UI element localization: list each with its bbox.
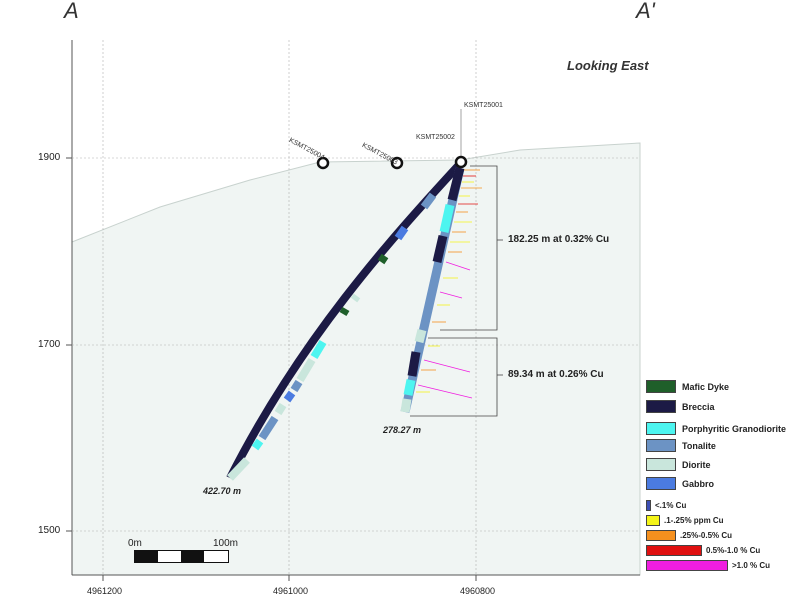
grade-swatch [646,560,728,571]
drill-trace-ksmt25004 [226,163,461,481]
grade-label: <.1% Cu [655,501,687,510]
view-direction-label: Looking East [567,58,649,73]
legend-label: Breccia [682,401,715,412]
legend-item-porphyritic-granodiorite: Porphyritic Granodiorite [646,422,786,435]
grade-label: >1.0 % Cu [732,561,771,570]
grade-swatch [646,500,651,511]
legend-swatch [646,458,676,471]
grade-swatch [646,515,660,526]
section-end-label: A' [636,0,655,23]
legend-item-tonalite: Tonalite [646,439,716,452]
scale-bar-start-label: 0m [128,538,142,549]
legend-label: Tonalite [682,440,716,451]
legend-swatch [646,439,676,452]
legend-swatch [646,400,676,413]
legend-item-diorite: Diorite [646,458,711,471]
section-start-label: A [64,0,79,23]
legend-label: Porphyritic Granodiorite [682,423,787,434]
depth-label-ksmt25004: 422.70 m [203,486,242,496]
drill-trace-ksmt25002 [400,166,465,413]
interval-label-1: 182.25 m at 0.32% Cu [508,234,610,245]
northing-label-4961200: 4961200 [87,586,123,596]
collar-ksmt25003 [390,156,404,170]
scale-bar-end-label: 100m [213,538,239,549]
legend-swatch [646,422,676,435]
grade-item-5: >1.0 % Cu [646,560,770,571]
legend-item-mafic-dyke: Mafic Dyke [646,380,729,393]
legend-label: Mafic Dyke [682,381,730,392]
hole-label-ksmt25001: KSMT25001 [464,102,503,109]
elevation-label-1900: 1900 [38,152,61,163]
elevation-label-1700: 1700 [38,339,61,350]
interval-label-2: 89.34 m at 0.26% Cu [508,369,604,380]
grade-label: 0.5%-1.0 % Cu [706,546,761,555]
legend-swatch [646,477,676,490]
grade-item-4: 0.5%-1.0 % Cu [646,545,760,556]
grade-swatch [646,545,702,556]
legend-label: Gabbro [682,478,715,489]
legend-item-breccia: Breccia [646,400,715,413]
grid [72,40,640,575]
interval-brackets [410,165,503,417]
scale-bar-graphic [134,550,229,563]
grade-label: .25%-0.5% Cu [680,531,733,540]
grade-item-3: .25%-0.5% Cu [646,530,732,541]
collar-ksmt25004 [316,156,330,170]
elevation-label-1500: 1500 [38,525,61,536]
assay-ticks [416,169,482,399]
grade-item-2: .1-.25% ppm Cu [646,515,724,526]
northing-label-4960800: 4960800 [460,586,496,596]
hole-label-ksmt25002: KSMT25002 [416,134,455,141]
grade-item-1: <.1% Cu [646,500,686,511]
grade-swatch [646,530,676,541]
ground-area [71,142,641,576]
legend-label: Diorite [682,459,711,470]
grade-label: .1-.25% ppm Cu [664,516,724,525]
depth-label-ksmt25002: 278.27 m [383,425,422,435]
legend-item-gabbro: Gabbro [646,477,714,490]
northing-label-4961000: 4961000 [273,586,309,596]
collar-ksmt25001 [454,155,468,169]
legend-swatch [646,380,676,393]
